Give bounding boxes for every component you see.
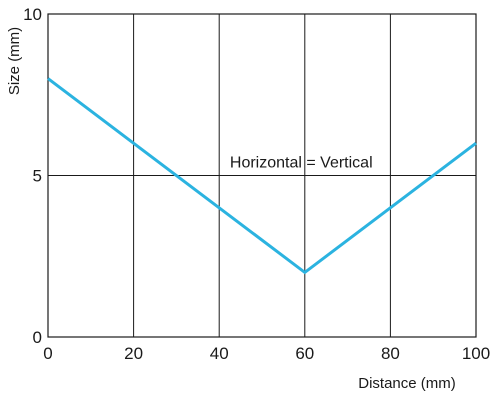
series-group	[47, 77, 477, 275]
x-tick-labels: 0 20 40 60 80 100	[43, 344, 490, 363]
x-tick-label: 80	[381, 344, 400, 363]
series-line	[47, 77, 477, 275]
x-tick-label: 40	[210, 344, 229, 363]
grid	[48, 14, 476, 337]
y-tick-label: 0	[33, 328, 42, 347]
x-axis-label: Distance (mm)	[358, 375, 456, 392]
y-tick-labels: 0 5 10	[23, 5, 42, 347]
plot-frame	[47, 13, 477, 338]
y-tick-label: 10	[23, 5, 42, 24]
annotation-label: Horizontal = Vertical	[230, 155, 373, 172]
x-tick-label: 100	[462, 344, 490, 363]
x-tick-label: 20	[124, 344, 143, 363]
y-axis-label: Size (mm)	[6, 27, 23, 95]
y-tick-label: 5	[33, 167, 42, 186]
x-tick-label: 60	[295, 344, 314, 363]
x-tick-label: 0	[43, 344, 52, 363]
